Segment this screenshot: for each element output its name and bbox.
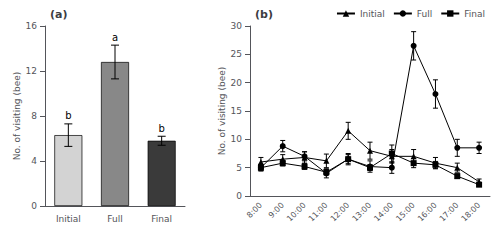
svg-text:8: 8 bbox=[31, 111, 37, 121]
svg-text:Full: Full bbox=[417, 9, 432, 19]
svg-text:Final: Final bbox=[151, 214, 172, 224]
svg-text:8:00: 8:00 bbox=[245, 201, 264, 220]
svg-text:Initial: Initial bbox=[56, 214, 81, 224]
svg-text:10:00: 10:00 bbox=[285, 201, 308, 224]
svg-text:13:00: 13:00 bbox=[351, 201, 374, 224]
svg-text:No. of visiting (bee): No. of visiting (bee) bbox=[12, 72, 22, 160]
svg-text:Initial: Initial bbox=[360, 9, 385, 19]
svg-text:b: b bbox=[158, 123, 164, 134]
svg-text:5: 5 bbox=[236, 163, 242, 173]
svg-text:30: 30 bbox=[231, 21, 243, 31]
svg-text:15: 15 bbox=[231, 106, 242, 116]
svg-text:11:00: 11:00 bbox=[307, 201, 330, 224]
svg-text:(a): (a) bbox=[50, 8, 67, 21]
svg-text:No. of visiting (bee): No. of visiting (bee) bbox=[217, 67, 227, 155]
svg-text:17:00: 17:00 bbox=[438, 201, 461, 224]
svg-text:14:00: 14:00 bbox=[372, 201, 395, 224]
svg-text:18:00: 18:00 bbox=[460, 201, 483, 224]
svg-text:20: 20 bbox=[231, 78, 243, 88]
svg-text:10: 10 bbox=[231, 134, 243, 144]
svg-text:0: 0 bbox=[236, 191, 242, 201]
svg-text:4: 4 bbox=[31, 156, 37, 166]
svg-text:16: 16 bbox=[26, 21, 38, 31]
svg-text:b: b bbox=[65, 110, 71, 121]
svg-text:12: 12 bbox=[26, 66, 37, 76]
svg-text:0: 0 bbox=[31, 201, 37, 211]
svg-text:9:00: 9:00 bbox=[267, 201, 286, 220]
svg-text:15:00: 15:00 bbox=[394, 201, 417, 224]
svg-text:12:00: 12:00 bbox=[329, 201, 352, 224]
svg-text:Final: Final bbox=[464, 9, 485, 19]
svg-text:Full: Full bbox=[107, 214, 122, 224]
svg-text:25: 25 bbox=[231, 49, 242, 59]
svg-text:(b): (b) bbox=[255, 8, 273, 21]
svg-text:a: a bbox=[112, 32, 118, 43]
svg-text:16:00: 16:00 bbox=[416, 201, 439, 224]
